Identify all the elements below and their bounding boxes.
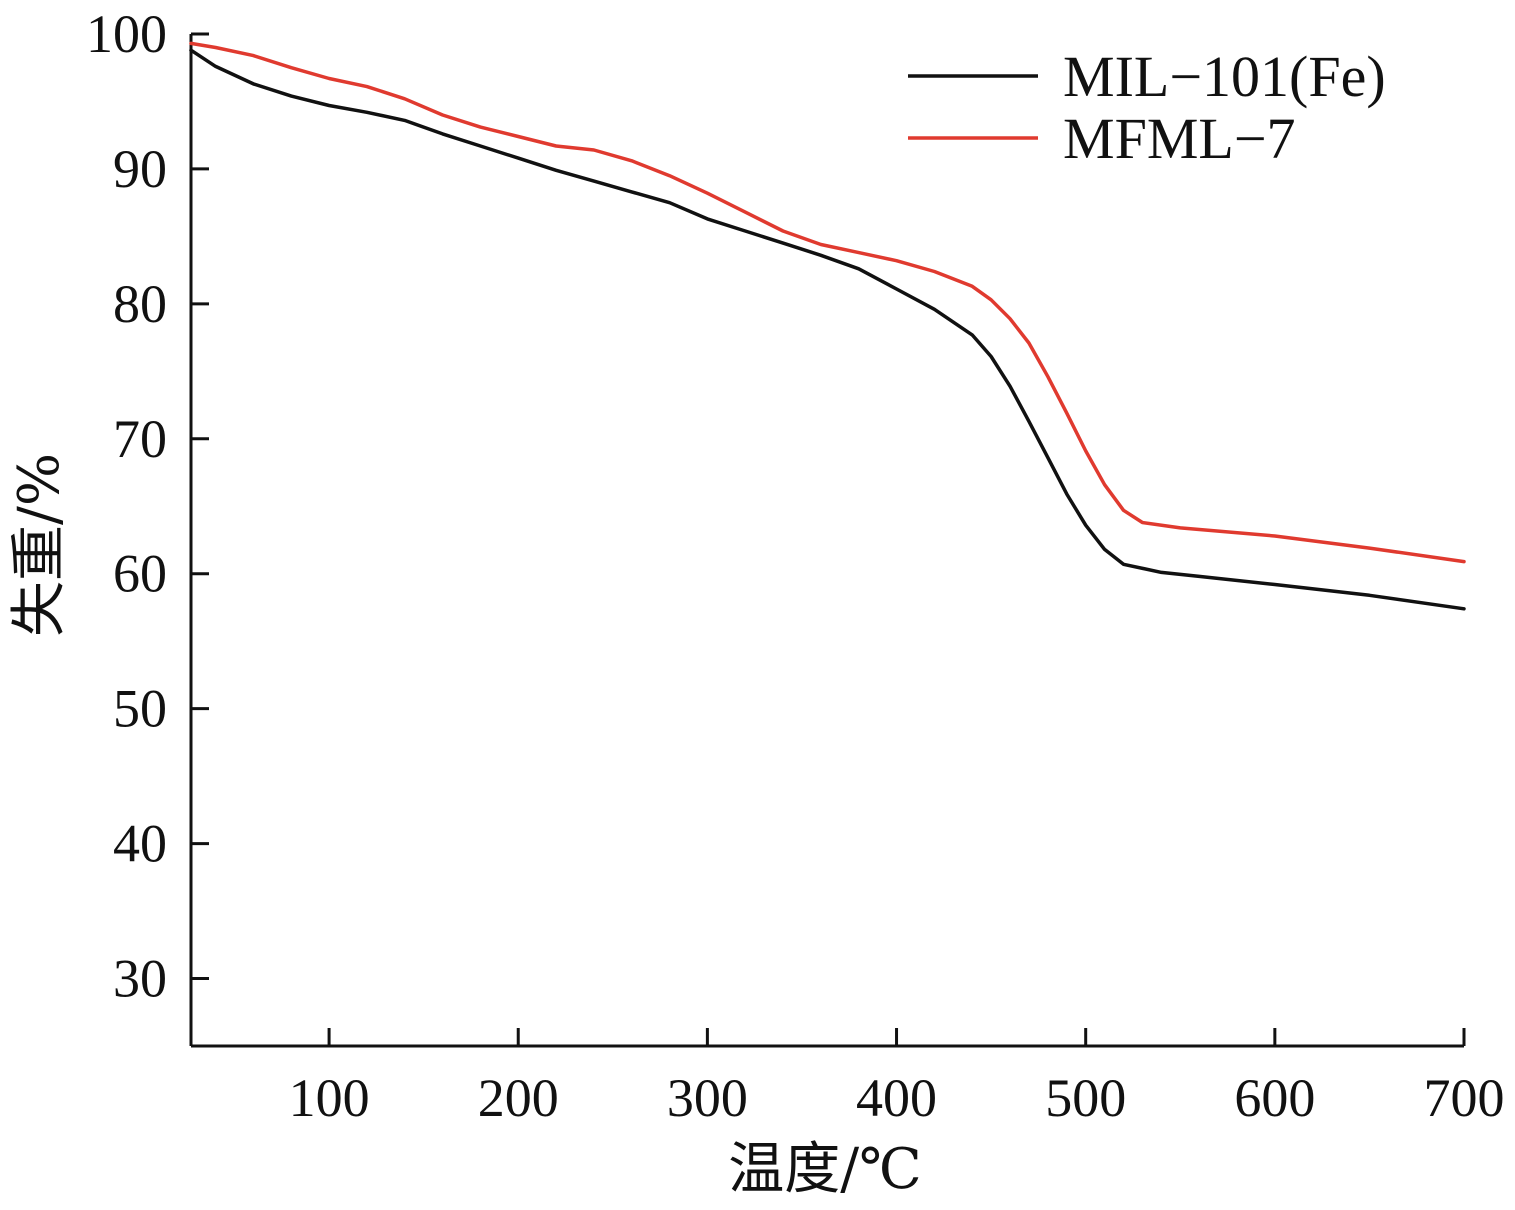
y-tick-label-50: 50	[113, 679, 167, 739]
y-tick-label-30: 30	[113, 949, 167, 1009]
legend-label-1: MFML−7	[1063, 106, 1296, 171]
y-tick-label-70: 70	[113, 409, 167, 469]
x-tick-label-500: 500	[1045, 1068, 1126, 1128]
series-layer	[189, 41, 1466, 611]
x-tick-label-100: 100	[289, 1068, 370, 1128]
series-line-1	[189, 41, 1466, 564]
x-tick-label-400: 400	[856, 1068, 937, 1128]
y-axis-title: 失重/%	[7, 453, 72, 637]
y-tick-label-100: 100	[86, 4, 167, 64]
legend: MIL−101(Fe)MFML−7	[908, 44, 1386, 171]
x-tick-label-300: 300	[667, 1068, 748, 1128]
y-tick-label-40: 40	[113, 814, 167, 874]
y-tick-label-80: 80	[113, 274, 167, 334]
y-tick-label-90: 90	[113, 139, 167, 199]
x-tick-label-700: 700	[1424, 1068, 1505, 1128]
x-tick-label-600: 600	[1234, 1068, 1315, 1128]
x-tick-label-200: 200	[478, 1068, 559, 1128]
legend-label-0: MIL−101(Fe)	[1063, 44, 1386, 109]
series-line-0	[189, 48, 1466, 611]
axes-layer: 30 40 50 60 70 80 90 100 100 200 300 400 500 600 700	[86, 4, 1505, 1128]
x-axis-title: 温度/℃	[728, 1137, 922, 1202]
y-tick-label-60: 60	[113, 544, 167, 604]
